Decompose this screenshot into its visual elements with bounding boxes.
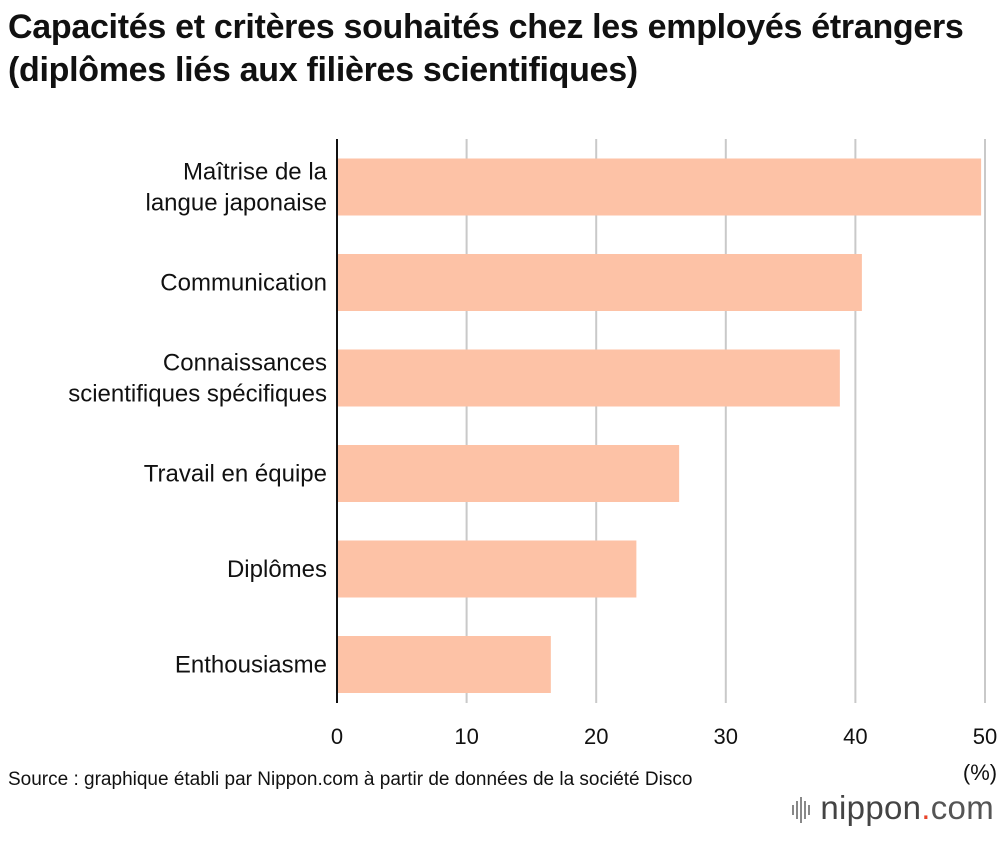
x-tick-labels: 0 10 20 30 40 50 bbox=[331, 724, 997, 749]
category-labels: Maîtrise de la langue japonaise Communicat… bbox=[68, 159, 327, 679]
x-axis-unit-label: (%) bbox=[963, 760, 997, 785]
logo-name: nippon bbox=[820, 789, 922, 826]
bar bbox=[337, 445, 680, 502]
source-note: Source : graphique établi par Nippon.com… bbox=[8, 769, 693, 790]
bar bbox=[337, 636, 551, 693]
x-tick-label: 10 bbox=[454, 724, 478, 749]
bar bbox=[337, 540, 637, 598]
category-label: Connaissances scientifiques spécifiques bbox=[68, 350, 327, 408]
x-tick-label: 20 bbox=[584, 724, 608, 749]
nippon-logo: nippon.com bbox=[792, 788, 994, 828]
bar bbox=[337, 349, 840, 407]
logo-mark-icon bbox=[792, 787, 812, 827]
category-label: Travail en équipe bbox=[144, 461, 327, 488]
x-tick-label: 0 bbox=[331, 724, 343, 749]
x-tick-label: 40 bbox=[843, 724, 867, 749]
gridlines bbox=[465, 139, 986, 703]
logo-tld: com bbox=[930, 789, 994, 826]
chart-title: Capacités et critères souhaités chez les… bbox=[8, 8, 964, 89]
bar bbox=[337, 254, 862, 311]
logo-dot: . bbox=[921, 789, 931, 826]
bars bbox=[337, 158, 982, 693]
x-tick-label: 50 bbox=[973, 724, 997, 749]
x-tick-label: 30 bbox=[714, 724, 738, 749]
category-label: Diplômes bbox=[227, 556, 327, 583]
category-label: Enthousiasme bbox=[175, 652, 327, 679]
category-label: Maîtrise de la langue japonaise bbox=[146, 159, 328, 217]
bar bbox=[337, 158, 982, 216]
category-label: Communication bbox=[160, 270, 327, 297]
